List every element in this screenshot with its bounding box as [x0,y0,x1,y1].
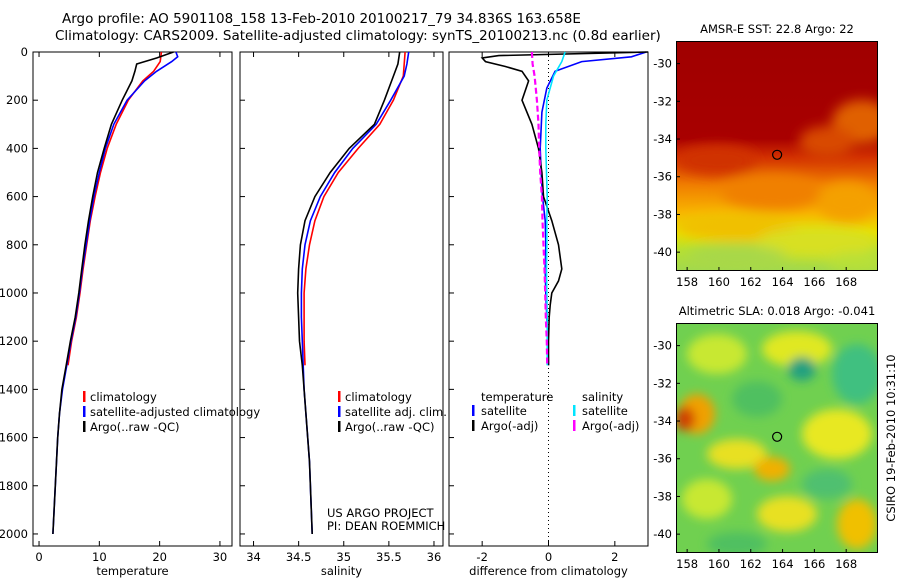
legend-swatch [338,421,341,432]
pi-label: PI: DEAN ROEMMICH [327,519,445,533]
plot-frame-salinity_profile [239,51,444,547]
legend-heading-temperature: temperature [481,390,553,404]
chart-title-line-1: Argo profile: AO 5901108_158 13-Feb-2010… [62,11,581,27]
x-tick-label: 34 [246,550,261,564]
plot-frame-difference_profile [448,51,649,547]
series-line-temperature-satellite [539,51,647,366]
y-tick-label: 1000 [0,286,28,300]
x-tick-label: 30 [213,550,228,564]
legend-entry: climatology [345,390,412,404]
y-tick-label: 2000 [0,527,28,541]
y-tick-label: 400 [6,141,28,155]
legend-swatch [83,391,86,402]
legend-entry: satellite [481,404,527,418]
sla-map-image [677,324,877,552]
series-line-argo-raw-qc- [296,51,401,535]
legend-entry: satellite adj. clim. [345,405,447,419]
x-tick-label: 35.5 [376,550,402,564]
x-tick-label: 0 [545,550,552,564]
x-axis-label: salinity [321,564,362,578]
y-tick-label: 1200 [0,334,28,348]
series-line-climatology [303,51,406,366]
x-tick-label: -2 [476,550,487,564]
legend-entry: Argo(-adj) [481,419,538,433]
legend-swatch [472,405,475,416]
y-tick-label: 800 [6,238,28,252]
series-line-temperature-argo-adj- [480,51,649,366]
x-tick-label: 34.5 [286,550,312,564]
y-tick-label: 1400 [0,382,28,396]
legend-entry: Argo(-adj) [582,419,639,433]
legend-heading-salinity: salinity [582,390,623,404]
y-tick-label: 200 [6,93,28,107]
x-axis-label: temperature [96,564,168,578]
legend-entry: Argo(..raw -QC) [90,420,180,434]
chart-title-line-2: Climatology: CARS2009. Satellite-adjuste… [55,28,661,44]
series-line-salinity-argo-adj- [530,51,549,366]
x-tick-label: 20 [152,550,167,564]
sst-map-image [677,42,877,270]
y-tick-label: 1800 [0,479,28,493]
x-tick-label: 35 [336,550,351,564]
legend-entry: Argo(..raw -QC) [345,420,435,434]
x-tick-label: 10 [92,550,107,564]
x-tick-label: 0 [35,550,42,564]
legend-swatch [472,420,475,431]
legend-swatch [573,405,576,416]
legend-swatch [83,421,86,432]
sla-map-canvas [676,323,878,553]
series-line-satellite-adj-clim- [300,51,410,535]
series-line-argo-raw-qc- [52,51,174,535]
legend-entry: satellite-adjusted climatology [90,405,260,419]
series-line-climatology [67,51,163,366]
project-label: US ARGO PROJECT [327,506,435,520]
y-tick-label: 600 [6,190,28,204]
sst-map-canvas [676,41,878,271]
legend-swatch [573,420,576,431]
series-line-salinity-satellite [544,51,566,366]
x-axis-label: difference from climatology [469,564,628,578]
x-tick-label: 2 [611,550,618,564]
legend-swatch [83,406,86,417]
legend-entry: satellite [582,404,628,418]
y-tick-label: 0 [21,45,28,59]
x-tick-label: 36 [427,550,442,564]
plot-frame-temperature_profile [32,51,233,547]
legend-swatch [338,391,341,402]
series-line-satellite-adjusted-climatology [52,51,179,535]
legend-swatch [338,406,341,417]
legend-entry: climatology [90,390,157,404]
y-tick-label: 1600 [0,431,28,445]
